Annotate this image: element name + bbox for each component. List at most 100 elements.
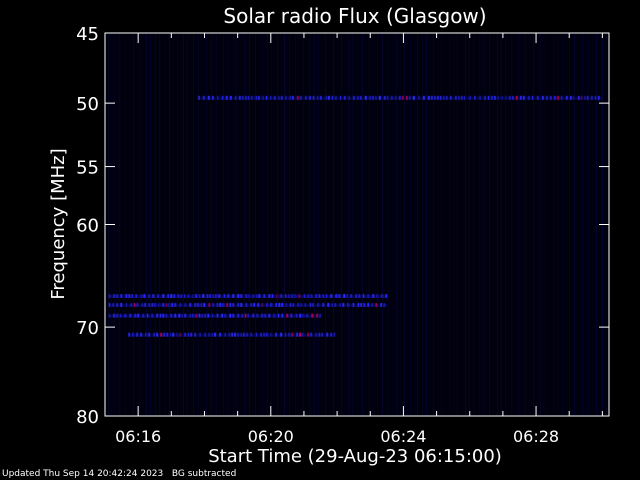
emission-mark (112, 302, 115, 307)
emission-mark (319, 313, 322, 318)
emission-mark (167, 293, 170, 298)
emission-mark (224, 313, 227, 318)
emission-mark (228, 332, 231, 337)
emission-mark (350, 293, 353, 298)
emission-mark (113, 293, 116, 298)
emission-mark (252, 313, 255, 318)
emission-mark (445, 95, 448, 100)
emission-mark (319, 95, 322, 100)
emission-mark (253, 302, 256, 307)
emission-mark (128, 293, 131, 298)
x-tick-label: 06:24 (380, 427, 426, 446)
emission-mark (261, 302, 264, 307)
emission-mark (224, 332, 227, 337)
emission-mark (131, 293, 134, 298)
emission-mark (303, 293, 306, 298)
emission-mark (374, 95, 377, 100)
emission-mark (261, 95, 264, 100)
noise-stripe (453, 34, 454, 415)
noise-stripe (187, 34, 188, 415)
noise-stripe (309, 34, 310, 415)
emission-mark (541, 95, 544, 100)
emission-mark (430, 95, 433, 100)
y-tick-label: 55 (76, 158, 99, 179)
noise-stripe (369, 34, 370, 415)
emission-mark (170, 293, 173, 298)
noise-stripe (295, 34, 296, 415)
emission-mark (221, 313, 224, 318)
emission-mark (334, 95, 337, 100)
emission-mark (356, 95, 359, 100)
emission-mark (174, 302, 177, 307)
emission-mark (284, 95, 287, 100)
emission-mark (198, 293, 201, 298)
emission-mark (206, 293, 209, 298)
emission-mark (202, 95, 205, 100)
emission-mark (140, 332, 143, 337)
emission-mark (308, 95, 311, 100)
emission-mark (449, 95, 452, 100)
emission-mark (343, 95, 346, 100)
emission-mark (165, 302, 168, 307)
noise-stripe (146, 34, 147, 415)
emission-mark (187, 332, 190, 337)
noise-stripe (262, 34, 263, 415)
emission-mark (285, 302, 288, 307)
emission-mark (108, 302, 111, 307)
emission-mark (269, 95, 272, 100)
emission-mark (183, 293, 186, 298)
emission-mark (346, 293, 349, 298)
noise-stripe (493, 34, 494, 415)
emission-mark (339, 302, 342, 307)
emission-mark (405, 95, 408, 100)
emission-mark (177, 293, 180, 298)
emission-mark (255, 332, 258, 337)
emission-mark (545, 95, 548, 100)
emission-mark (225, 95, 228, 100)
emission-mark (215, 293, 218, 298)
noise-stripe (223, 34, 224, 415)
x-axis-label: Start Time (29-Aug-23 06:15:00) (208, 446, 502, 467)
emission-mark (312, 302, 315, 307)
emission-mark (333, 332, 336, 337)
emission-mark (211, 313, 214, 318)
noise-stripe (410, 34, 411, 415)
emission-mark (311, 313, 314, 318)
emission-mark (264, 313, 267, 318)
noise-stripe (484, 34, 485, 415)
emission-mark (317, 302, 320, 307)
emission-mark (263, 293, 266, 298)
emission-mark (277, 313, 280, 318)
emission-mark (265, 95, 268, 100)
emission-mark (214, 332, 217, 337)
emission-mark (378, 95, 381, 100)
x-axis: 06:16 06:20 06:24 06:28 (104, 33, 603, 446)
emission-mark (244, 95, 247, 100)
emission-mark (417, 95, 420, 100)
emission-mark (113, 313, 116, 318)
noise-stripe (289, 34, 290, 415)
noise-stripe (457, 34, 458, 415)
noise-stripe (574, 34, 575, 415)
emission-mark (244, 313, 247, 318)
noise-stripe (333, 34, 334, 415)
emission-mark (326, 332, 329, 337)
noise-stripe (596, 34, 597, 415)
emission-mark (483, 95, 486, 100)
emission-mark (222, 302, 225, 307)
emission-mark (209, 293, 212, 298)
noise-stripe (449, 34, 450, 415)
noise-stripe (271, 34, 272, 415)
emission-mark (240, 302, 243, 307)
emission-mark (208, 332, 211, 337)
noise-stripe (211, 34, 212, 415)
emission-mark (142, 313, 145, 318)
emission-mark (300, 302, 303, 307)
emission-band (108, 294, 387, 298)
emission-mark (290, 313, 293, 318)
noise-stripe (441, 34, 442, 415)
noise-stripe (357, 34, 358, 415)
emission-mark (184, 332, 187, 337)
emission-mark (343, 293, 346, 298)
